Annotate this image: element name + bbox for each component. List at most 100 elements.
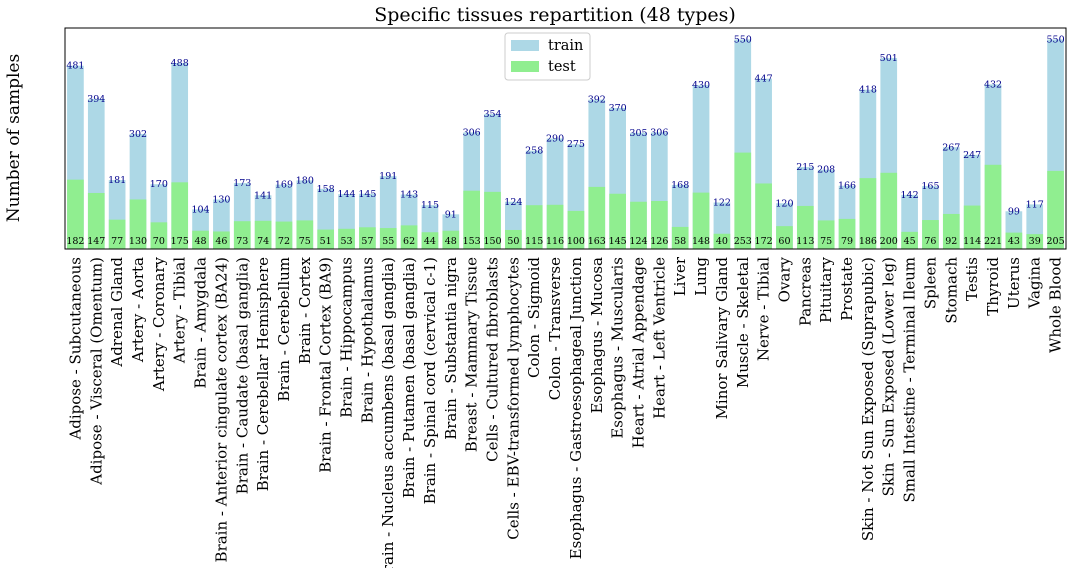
legend-swatch-train: [511, 40, 539, 51]
data-label-test: 75: [299, 236, 311, 247]
x-tick-label: Liver: [671, 256, 689, 296]
bar-test: [525, 205, 543, 249]
data-label-train: 144: [337, 189, 355, 200]
x-tick-label: Lung: [692, 257, 710, 296]
data-label-train: 370: [609, 103, 627, 114]
x-tick-label: Pituitary: [817, 256, 835, 323]
data-label-train: 306: [463, 127, 481, 138]
data-label-test: 53: [340, 236, 352, 247]
bar-test: [359, 227, 376, 249]
data-label-train: 143: [400, 190, 418, 201]
bar-test: [984, 164, 1002, 249]
data-label-test: 145: [609, 236, 627, 247]
data-label-test: 113: [796, 236, 814, 247]
bar-test: [630, 201, 647, 249]
data-label-train: 418: [859, 85, 877, 96]
data-label-test: 115: [525, 236, 543, 247]
bar-test: [254, 220, 272, 249]
bar-test: [400, 225, 418, 249]
data-label-test: 45: [904, 236, 916, 247]
bar-test: [651, 200, 668, 249]
data-label-train: 258: [525, 146, 543, 157]
bar-test: [421, 232, 439, 249]
data-label-test: 48: [195, 236, 207, 247]
bar-test: [963, 205, 981, 249]
bar-test: [505, 229, 522, 249]
x-tick-label: Adrenal Gland: [108, 257, 126, 368]
data-label-train: 488: [171, 58, 189, 69]
bar-test: [838, 218, 856, 249]
bar-test: [108, 219, 126, 249]
bar-test: [609, 193, 626, 249]
bar-test: [713, 233, 731, 249]
data-label-train: 302: [129, 129, 147, 140]
data-label-test: 55: [382, 236, 394, 247]
x-tick-label: Cells - Cultured fibroblasts: [484, 257, 502, 462]
data-label-train: 181: [108, 175, 126, 186]
x-tick-label: Spleen: [921, 257, 939, 309]
x-tick-label: Brain - Putamen (basal ganglia): [400, 257, 418, 498]
data-label-train: 180: [296, 175, 314, 186]
x-tick-label: Brain - Nucleus accumbens (basal ganglia…: [379, 257, 397, 568]
x-tick-label: Testis: [963, 257, 981, 301]
data-label-test: 200: [880, 236, 898, 247]
x-tick-label: Brain - Cerebellar Hemisphere: [254, 257, 272, 492]
x-tick-label: Brain - Anterior cingulate cortex (BA24): [212, 257, 230, 562]
data-label-train: 208: [817, 165, 835, 176]
x-tick-label: Adipose - Visceral (Omentum): [87, 257, 105, 486]
data-label-train: 115: [421, 200, 439, 211]
x-tick-label: Heart - Left Ventricle: [650, 257, 668, 419]
data-label-train: 165: [921, 181, 939, 192]
x-tick-label: Brain - Hippocampus: [338, 257, 356, 418]
data-label-test: 40: [716, 236, 728, 247]
x-tick-label: Colon - Sigmoid: [525, 257, 543, 378]
x-tick-label: Esophagus - Gastroesophageal Junction: [567, 257, 585, 560]
x-tick-label: Stomach: [942, 257, 960, 324]
data-label-test: 43: [1008, 236, 1020, 247]
bar-test: [880, 172, 898, 249]
x-tick-label: Esophagus - Mucosa: [588, 257, 606, 414]
bar-test: [567, 210, 585, 249]
data-label-test: 48: [445, 236, 457, 247]
data-label-test: 57: [361, 236, 373, 247]
bar-test: [192, 230, 209, 249]
data-label-train: 481: [66, 61, 84, 72]
bar-test: [817, 220, 835, 249]
data-label-train: 141: [254, 190, 272, 201]
data-label-test: 72: [278, 236, 290, 247]
data-label-test: 39: [1029, 236, 1041, 247]
data-label-test: 163: [588, 236, 606, 247]
bar-test: [67, 179, 84, 249]
data-label-test: 221: [984, 236, 1002, 247]
data-label-train: 430: [692, 80, 710, 91]
data-label-test: 75: [820, 236, 832, 247]
data-label-train: 145: [358, 189, 376, 200]
data-label-test: 73: [236, 236, 248, 247]
x-tick-label: Artery - Coronary: [150, 256, 168, 392]
data-label-test: 150: [483, 236, 501, 247]
data-label-train: 91: [445, 209, 457, 220]
data-label-test: 76: [924, 236, 936, 247]
data-label-test: 74: [257, 236, 269, 247]
x-tick-label: Minor Salivary Gland: [713, 257, 731, 420]
data-label-test: 51: [320, 236, 332, 247]
bar-test: [901, 231, 918, 249]
data-label-train: 305: [629, 128, 647, 139]
bar-test: [755, 183, 772, 249]
data-label-train: 173: [233, 178, 251, 189]
x-tick-label: Brain - Substantia nigra: [442, 257, 460, 440]
bar-test: [776, 226, 793, 249]
x-tick-label: Brain - Cortex: [296, 256, 314, 364]
data-label-test: 116: [546, 236, 564, 247]
data-label-train: 354: [483, 109, 501, 120]
data-label-train: 275: [567, 139, 585, 150]
x-tick-label: Muscle - Skeletal: [734, 257, 752, 388]
data-label-train: 432: [984, 79, 1002, 90]
data-label-train: 392: [588, 95, 606, 106]
data-label-test: 148: [692, 236, 710, 247]
data-label-train: 120: [775, 198, 793, 209]
data-label-test: 58: [674, 236, 686, 247]
bar-test: [213, 231, 230, 249]
data-label-train: 166: [838, 181, 856, 192]
